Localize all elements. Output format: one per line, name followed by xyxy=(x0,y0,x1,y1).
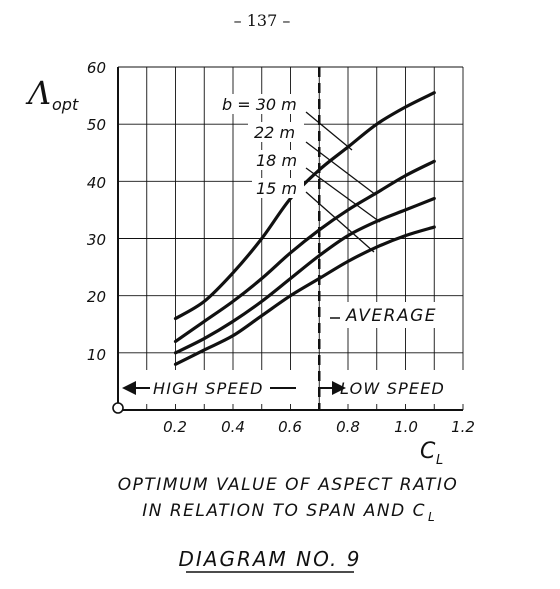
svg-text:L: L xyxy=(428,510,435,524)
series-line-1 xyxy=(173,159,436,343)
diagram-label: DIAGRAM NO. 9 xyxy=(178,547,361,571)
svg-text:Λ: Λ xyxy=(25,74,51,112)
svg-text:L: L xyxy=(436,453,443,468)
series-label-15m: 15 m xyxy=(252,178,304,198)
leader-30m xyxy=(305,111,353,151)
leader-22m xyxy=(305,141,377,196)
svg-text:C: C xyxy=(420,439,436,464)
average-label: AVERAGE xyxy=(345,306,437,326)
y-tick-label: 30 xyxy=(87,231,106,249)
x-axis-label: C L xyxy=(420,439,443,468)
series-leader-lines xyxy=(305,111,381,253)
left-arrow-icon xyxy=(122,381,136,395)
x-tick-labels: 0.2 0.4 0.6 0.8 1.0 1.2 xyxy=(163,418,475,436)
series-line-0 xyxy=(173,91,436,321)
page-number: – 137 – xyxy=(234,11,291,30)
svg-text:15 m: 15 m xyxy=(256,179,297,198)
series-line-2 xyxy=(173,196,436,355)
svg-text:18 m: 18 m xyxy=(256,151,297,170)
series-labels: b = 30 m 22 m 18 m 15 m xyxy=(220,94,304,198)
x-tick-label: 0.2 xyxy=(163,418,187,436)
svg-text:22 m: 22 m xyxy=(254,123,295,142)
leader-18m xyxy=(305,167,381,223)
svg-text:opt: opt xyxy=(52,95,79,114)
y-tick-label: 10 xyxy=(87,346,106,364)
y-tick-label: 20 xyxy=(87,288,106,306)
right-arrow-icon xyxy=(332,381,346,395)
low-speed-region: LOW SPEED xyxy=(318,370,464,404)
series-label-18m: 18 m xyxy=(252,150,304,170)
grid xyxy=(118,66,464,410)
y-tick-label: 40 xyxy=(87,174,106,192)
average-label-group: AVERAGE xyxy=(330,302,454,328)
x-tick-label: 0.4 xyxy=(221,418,245,436)
high-speed-label: HIGH SPEED xyxy=(153,379,264,398)
x-tick-label: 1.2 xyxy=(451,418,475,436)
high-speed-region: HIGH SPEED xyxy=(122,370,296,404)
leader-15m xyxy=(305,191,375,253)
caption-line-2: IN RELATION TO SPAN AND C L xyxy=(142,501,434,524)
y-tick-label: 50 xyxy=(87,116,106,134)
y-axis-label: Λ opt xyxy=(25,74,79,114)
axes xyxy=(117,67,463,411)
x-tick-label: 1.0 xyxy=(394,418,418,436)
origin-marker xyxy=(112,402,124,414)
series-label-30m: b = 30 m xyxy=(220,94,304,114)
svg-text:IN RELATION TO SPAN AND C: IN RELATION TO SPAN AND C xyxy=(142,501,426,521)
caption-line-1: OPTIMUM VALUE OF ASPECT RATIO xyxy=(118,475,459,495)
series-line-3 xyxy=(173,225,436,366)
series-label-22m: 22 m xyxy=(248,122,304,142)
average-label-bg xyxy=(340,302,454,328)
y-tick-labels: 10 20 30 40 50 60 xyxy=(87,59,106,364)
x-tick-label: 0.8 xyxy=(336,418,360,436)
x-tick-label: 0.6 xyxy=(278,418,302,436)
low-speed-label: LOW SPEED xyxy=(340,379,445,398)
y-tick-label: 60 xyxy=(87,59,106,77)
svg-text:b = 30 m: b = 30 m xyxy=(222,95,297,114)
series-lines xyxy=(173,91,436,366)
